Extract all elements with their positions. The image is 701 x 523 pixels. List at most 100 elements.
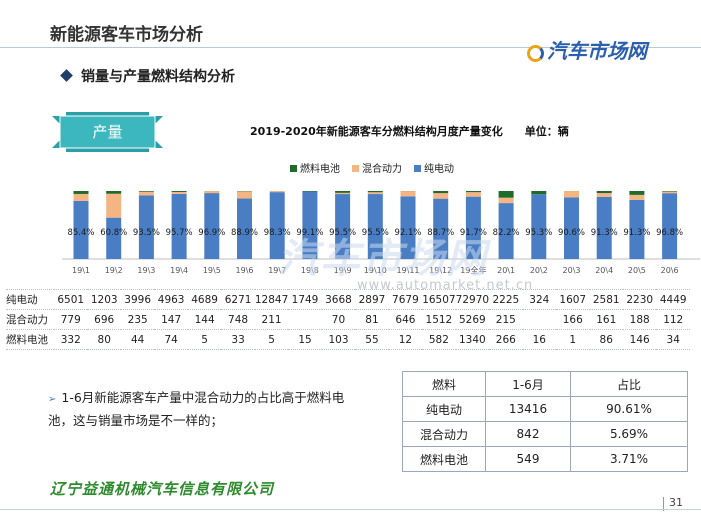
table-cell: 1512 (422, 309, 456, 330)
bar-data-label: 88.9% (231, 228, 258, 238)
bar-segment (662, 193, 678, 259)
legend-item-hybrid: 混合动力 (352, 160, 402, 175)
arrow-bullet-icon: ➢ (48, 394, 57, 405)
chart-title: 2019-2020年新能源客车分燃料结构月度产量变化 单位：辆 (250, 123, 569, 139)
x-tick-label: 20\3 (563, 266, 581, 275)
table-cell: 5 (254, 329, 289, 350)
bar-segment (564, 191, 579, 198)
table-cell: 2230 (622, 289, 657, 310)
table-row-label: 混合动力 (6, 309, 54, 330)
bar-segment (302, 191, 318, 192)
table-cell: 146 (622, 329, 657, 350)
bar-segment (367, 194, 383, 259)
bar-segment (596, 196, 612, 259)
table-cell: 779 (54, 309, 88, 330)
table-cell: 4963 (154, 289, 188, 310)
bar-segment (662, 191, 678, 192)
table-cell: 15 (288, 329, 322, 350)
table-cell: 44 (120, 329, 155, 350)
x-tick-label: 19\12 (429, 266, 452, 275)
bar-segment (302, 191, 318, 259)
legend-swatch-fuelcell (290, 165, 297, 172)
table-cell: 72970 (455, 289, 490, 310)
bar-segment (335, 191, 351, 193)
bar-segment (498, 197, 514, 204)
table-cell: 235 (120, 309, 155, 330)
bullet-text: 1-6月新能源客车产量中混合动力的占比高于燃料电池，这与销量市场是不一样的； (48, 390, 345, 428)
x-tick-label: 19全年 (460, 265, 486, 275)
bar-segment (564, 197, 579, 259)
bar-segment (106, 217, 122, 259)
bar-segment (73, 200, 89, 259)
chart-unit: 单位：辆 (524, 125, 569, 138)
table-cell: 332 (54, 329, 88, 350)
bar-segment (629, 194, 645, 200)
summary-cell: 纯电动 (402, 396, 486, 422)
table-cell: 12 (388, 329, 423, 350)
bar-segment (269, 191, 285, 193)
bar-data-label: 96.8% (656, 228, 683, 238)
bar-segment (433, 193, 449, 199)
bar-data-label: 98.3% (264, 228, 291, 238)
legend-label-electric: 纯电动 (424, 164, 454, 175)
bar-segment (400, 196, 416, 259)
table-cell: 12847 (254, 289, 289, 310)
summary-row: 纯电动 13416 90.61% (402, 396, 688, 422)
table-row-label: 燃料电池 (6, 329, 54, 350)
table-cell: 55 (355, 329, 389, 350)
table-row: 燃料电池 332 80 44 74 5 33 5 15 103 55 12 582 1340 266 16 1 8… (6, 329, 690, 350)
summary-cell: 5.69% (570, 421, 688, 447)
bar-data-label: 92.1% (394, 228, 421, 238)
bar-segment (596, 191, 612, 194)
bar-segment (531, 194, 547, 259)
bar-segment (433, 198, 449, 259)
bar-data-label: 95.5% (329, 228, 356, 238)
x-tick-label: 19\10 (364, 266, 387, 275)
bar-segment (498, 191, 514, 198)
chart-data-table: 纯电动 6501 1203 3996 4963 4689 6271 12847 1749 3668… (6, 289, 690, 350)
table-cell: 112 (656, 309, 690, 330)
bar-segment (335, 194, 351, 259)
legend-item-fuelcell: 燃料电池 (290, 160, 340, 175)
bar-segment (531, 191, 547, 195)
bar-segment (138, 195, 154, 259)
bar-segment (138, 191, 154, 192)
table-cell: 70 (321, 309, 356, 330)
summary-cell: 占比 (570, 371, 688, 397)
bar-segment (400, 191, 416, 197)
summary-cell: 13416 (485, 396, 571, 422)
bar-segment (106, 193, 122, 218)
bar-segment (629, 199, 645, 259)
table-cell: 1749 (288, 289, 322, 310)
logo-text: 汽车市场网 (547, 39, 647, 63)
stacked-bar-chart: 85.4% 19\1 60.8% 19\2 93.5% 19\3 95.7% 19\4 96.9… (62, 191, 700, 275)
table-cell: 324 (522, 289, 557, 310)
bar-segment (237, 198, 252, 259)
bullet-point: ➢ 1-6月新能源客车产量中混合动力的占比高于燃料电池，这与销量市场是不一样的； (48, 387, 353, 431)
table-cell: 103 (321, 329, 356, 350)
table-cell: 1607 (556, 289, 590, 310)
table-cell: 188 (622, 309, 657, 330)
table-cell: 86 (589, 329, 623, 350)
bar-data-label: 90.6% (558, 228, 585, 238)
summary-cell: 1-6月 (485, 371, 571, 397)
chart-title-text: 2019-2020年新能源客车分燃料结构月度产量变化 (250, 125, 503, 138)
site-logo: 汽车市场网 (527, 35, 647, 64)
company-name: 辽宁益通机械汽车信息有限公司 (50, 480, 275, 498)
page-title: 新能源客车市场分析 (50, 25, 203, 45)
table-cell: 5 (187, 329, 222, 350)
bar-segment (465, 191, 481, 193)
x-tick-label: 20\1 (497, 266, 515, 275)
table-cell: 6501 (54, 289, 88, 310)
bar-segment (498, 203, 514, 259)
bar-segment (335, 192, 351, 195)
summary-row: 混合动力 842 5.69% (402, 421, 688, 447)
bar-data-label: 99.1% (296, 228, 323, 238)
x-tick-label: 19\7 (268, 266, 286, 275)
table-cell: 144 (187, 309, 222, 330)
bar-data-label: 85.4% (67, 228, 94, 238)
logo-ring-icon (527, 45, 544, 62)
ribbon-banner (52, 112, 163, 152)
bar-data-label: 82.2% (493, 228, 520, 238)
table-cell: 2581 (589, 289, 623, 310)
